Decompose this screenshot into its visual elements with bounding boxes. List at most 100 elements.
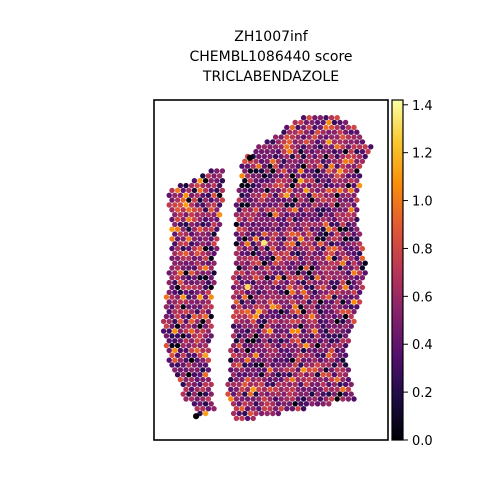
spot	[289, 328, 296, 334]
spot	[320, 323, 326, 329]
spot	[334, 347, 340, 354]
spot	[278, 386, 284, 392]
spot	[191, 323, 198, 329]
spot	[289, 182, 296, 189]
spot	[208, 333, 214, 339]
spot	[194, 202, 200, 208]
spot	[174, 284, 181, 291]
spot	[300, 270, 307, 276]
spot	[216, 221, 223, 228]
spot	[303, 391, 310, 397]
spot	[286, 265, 293, 271]
spot	[278, 338, 284, 344]
spot	[194, 231, 200, 237]
spot	[286, 197, 293, 203]
spot	[233, 415, 240, 422]
spot	[186, 216, 192, 223]
spot	[272, 289, 279, 295]
spot	[233, 318, 240, 325]
spot	[342, 372, 349, 378]
spot	[197, 342, 203, 349]
spot	[303, 226, 310, 232]
spot	[309, 401, 315, 407]
spot	[312, 192, 318, 198]
spot	[340, 367, 346, 373]
spot	[295, 182, 301, 189]
spot	[163, 304, 170, 310]
spot	[348, 284, 354, 291]
spot	[183, 386, 189, 392]
spot	[183, 357, 189, 363]
spot	[253, 313, 259, 320]
spot	[239, 192, 245, 198]
spot	[177, 347, 184, 354]
spot	[267, 279, 273, 286]
spot	[340, 279, 346, 286]
spot	[292, 168, 298, 174]
spot	[317, 309, 324, 315]
spot	[163, 333, 170, 339]
spot	[284, 367, 290, 373]
spot	[334, 279, 340, 286]
spot	[186, 265, 192, 271]
spot	[202, 401, 209, 407]
spot	[264, 294, 270, 300]
spot	[270, 304, 276, 310]
spot	[258, 294, 265, 300]
spot	[314, 313, 321, 320]
spot	[354, 255, 360, 261]
spot	[214, 216, 220, 223]
spot	[328, 134, 335, 140]
spot	[278, 309, 284, 315]
spot	[345, 250, 352, 257]
spot	[183, 367, 189, 373]
spot	[328, 231, 335, 237]
spot	[172, 309, 178, 315]
spot	[194, 260, 200, 266]
spot	[256, 221, 262, 228]
spot	[186, 304, 192, 310]
spot	[250, 221, 256, 228]
spot	[298, 168, 304, 174]
spot	[228, 367, 234, 373]
spot	[200, 221, 206, 228]
spot	[228, 347, 234, 354]
spot	[295, 231, 301, 237]
spot	[340, 134, 346, 140]
spot	[320, 294, 326, 300]
spot	[309, 236, 315, 242]
spot	[180, 284, 186, 291]
spot	[289, 134, 296, 140]
spot	[253, 372, 259, 378]
spot	[233, 309, 240, 315]
spot	[317, 289, 324, 295]
spot	[256, 270, 262, 276]
spot	[345, 299, 352, 305]
spot	[180, 323, 186, 329]
spot	[205, 182, 212, 189]
spot	[320, 284, 326, 291]
spot	[295, 289, 301, 295]
spot	[328, 318, 335, 325]
spot	[250, 289, 256, 295]
spot	[180, 187, 186, 194]
spot	[292, 148, 298, 155]
spot	[250, 376, 256, 383]
spot	[233, 376, 240, 383]
spot	[328, 153, 335, 160]
spot	[320, 226, 326, 232]
spot	[284, 212, 290, 218]
spot	[250, 182, 256, 189]
spot	[326, 313, 332, 320]
spot	[244, 309, 251, 315]
spot	[317, 202, 324, 208]
spot	[160, 328, 167, 334]
spot	[323, 202, 329, 208]
spot	[281, 207, 287, 213]
spot	[247, 342, 254, 349]
spot	[233, 367, 240, 373]
spot	[309, 119, 315, 126]
highlight-spot	[260, 239, 268, 246]
spot	[214, 168, 220, 174]
spot	[183, 270, 189, 276]
